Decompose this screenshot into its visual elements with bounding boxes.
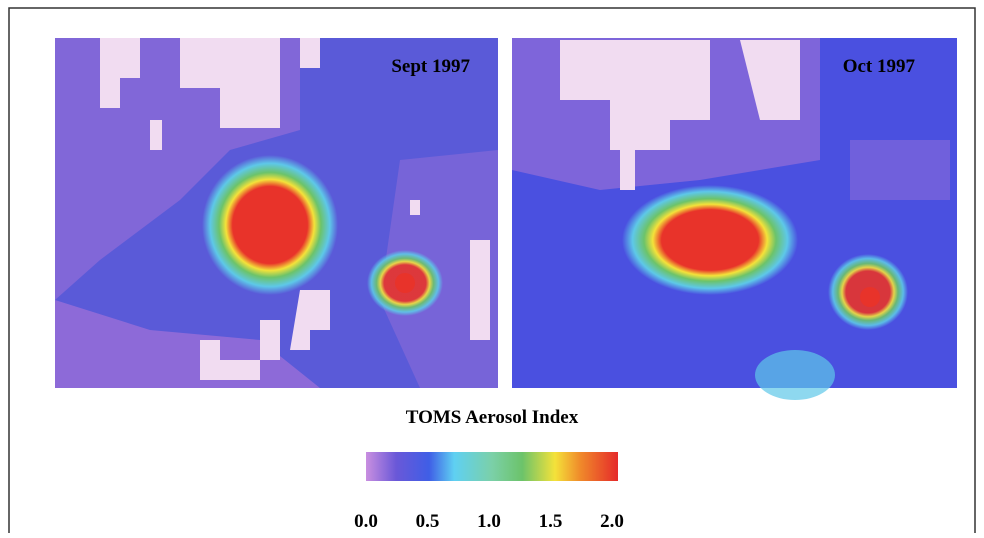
- tick-label: 0.5: [416, 511, 440, 532]
- colorbar-ticks: 0.0 0.5 1.0 1.5 2.0: [354, 511, 624, 532]
- colorbar: [366, 452, 618, 481]
- tick-label: 2.0: [600, 511, 624, 532]
- panel-label: Sept 1997: [391, 56, 470, 77]
- map-sept: [55, 38, 498, 388]
- panel-label: Oct 1997: [843, 56, 916, 77]
- colorbar-title: TOMS Aerosol Index: [406, 407, 579, 428]
- tick-label: 1.0: [477, 511, 501, 532]
- figure: Sept 1997 Oct 1997 TOMS Aerosol Index 0.…: [0, 0, 984, 533]
- map-oct: [512, 38, 957, 400]
- tick-label: 1.5: [539, 511, 563, 532]
- tick-label: 0.0: [354, 511, 378, 532]
